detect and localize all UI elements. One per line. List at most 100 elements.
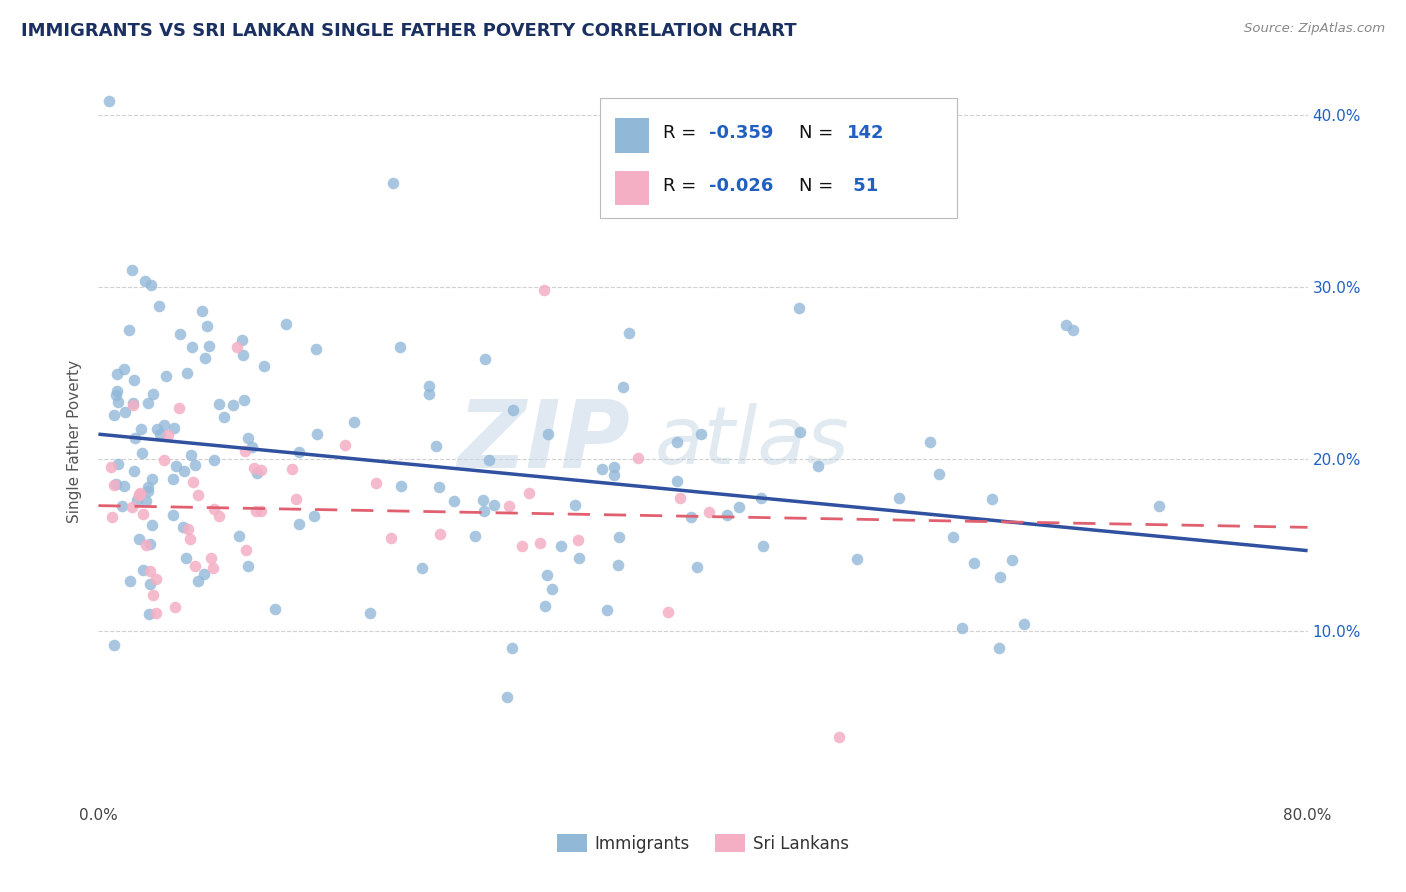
Point (232, 348, 254, 362)
Point (100, 460, 122, 475)
Point (135, 494, 157, 508)
Point (134, 274, 156, 288)
Point (510, 539, 533, 553)
Point (411, 561, 433, 575)
Point (928, 467, 950, 482)
Point (105, 367, 128, 381)
Text: Source: ZipAtlas.com: Source: ZipAtlas.com (1244, 22, 1385, 36)
Point (98, 94, 121, 108)
Point (568, 551, 591, 566)
Point (138, 564, 160, 578)
Point (173, 464, 195, 478)
Point (846, 552, 869, 566)
Point (1062, 323, 1084, 337)
Point (359, 606, 381, 620)
Point (988, 569, 1011, 583)
Point (942, 530, 965, 544)
Point (163, 600, 186, 615)
Point (728, 500, 751, 515)
Point (243, 461, 266, 475)
Point (789, 425, 811, 440)
Point (204, 501, 226, 516)
Point (501, 641, 523, 656)
Point (478, 452, 501, 467)
FancyBboxPatch shape (614, 118, 648, 153)
Point (716, 508, 738, 522)
Point (165, 458, 187, 473)
Point (1012, 616, 1035, 631)
Point (285, 491, 308, 506)
Point (963, 556, 986, 570)
Point (135, 537, 157, 551)
Point (146, 422, 169, 436)
Point (474, 351, 496, 366)
Point (274, 317, 297, 331)
Point (429, 481, 451, 495)
Text: -0.359: -0.359 (709, 124, 773, 142)
Point (128, 488, 150, 502)
Point (534, 599, 557, 613)
Point (128, 532, 150, 546)
Text: R =: R = (664, 124, 702, 142)
Point (141, 517, 163, 532)
Point (105, 384, 128, 398)
Point (121, 262, 143, 277)
Point (128, 488, 150, 502)
Point (101, 510, 124, 524)
Point (245, 504, 267, 518)
Point (1001, 553, 1024, 567)
Point (112, 479, 135, 493)
Point (148, 426, 170, 441)
Point (142, 387, 165, 401)
Point (550, 540, 572, 554)
Point (343, 415, 366, 429)
Point (155, 368, 177, 383)
Point (333, 438, 356, 452)
Text: ZIP: ZIP (457, 395, 630, 488)
Point (152, 417, 174, 432)
Point (264, 602, 287, 616)
Point (162, 472, 184, 486)
Point (607, 530, 630, 544)
Point (103, 477, 125, 491)
Point (250, 463, 273, 477)
Point (533, 283, 555, 297)
Point (541, 582, 564, 596)
Point (665, 434, 688, 449)
Point (112, 361, 135, 376)
Point (690, 427, 713, 442)
Point (484, 498, 506, 512)
Text: N =: N = (799, 178, 838, 195)
Point (107, 395, 129, 409)
Point (145, 572, 167, 586)
Point (157, 427, 180, 442)
FancyBboxPatch shape (614, 170, 648, 205)
Point (183, 475, 205, 489)
Point (607, 558, 630, 572)
Point (136, 396, 159, 410)
Point (138, 607, 160, 622)
Point (129, 422, 152, 436)
Point (281, 462, 304, 476)
Point (502, 402, 524, 417)
Point (184, 458, 207, 472)
Point (194, 351, 217, 365)
Point (118, 574, 141, 589)
Point (443, 494, 465, 508)
Point (141, 277, 163, 292)
Point (429, 526, 451, 541)
Point (122, 373, 145, 387)
Point (233, 443, 256, 458)
Point (988, 640, 1011, 655)
Point (619, 326, 641, 341)
Point (103, 408, 125, 422)
Point (567, 533, 589, 547)
Point (679, 509, 702, 524)
Point (536, 568, 558, 582)
Point (118, 323, 141, 337)
Point (208, 397, 231, 411)
Point (214, 410, 236, 425)
Point (529, 536, 551, 550)
Point (180, 448, 202, 462)
Point (591, 462, 613, 476)
